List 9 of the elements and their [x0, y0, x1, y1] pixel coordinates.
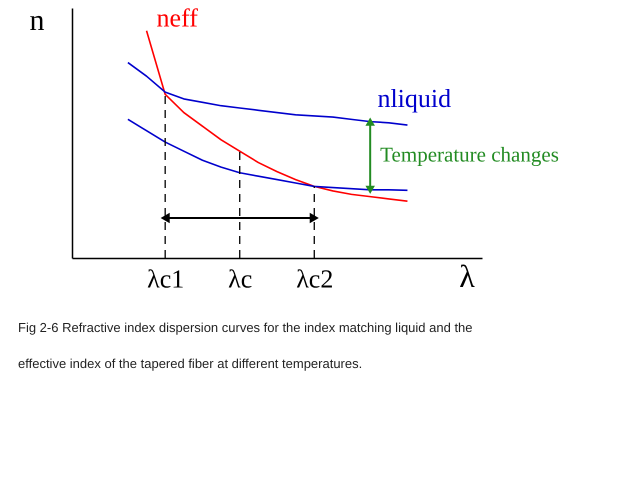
text: Fig 2-6 Refractive index dispersion curves for the index matching liquid and the effective index of the tapered fiber at different temperatures.: [18, 320, 473, 371]
x-tick-label: λc2: [296, 264, 334, 294]
y-axis-title: n: [30, 4, 44, 37]
series-label: neff: [156, 4, 198, 33]
x-tick-label: λc: [228, 264, 252, 294]
annotation: Temperature changes: [380, 142, 559, 167]
x-tick-label: λc1: [147, 264, 184, 294]
series-label: nliquid: [377, 84, 452, 114]
x-axis-title: λ: [459, 258, 476, 294]
